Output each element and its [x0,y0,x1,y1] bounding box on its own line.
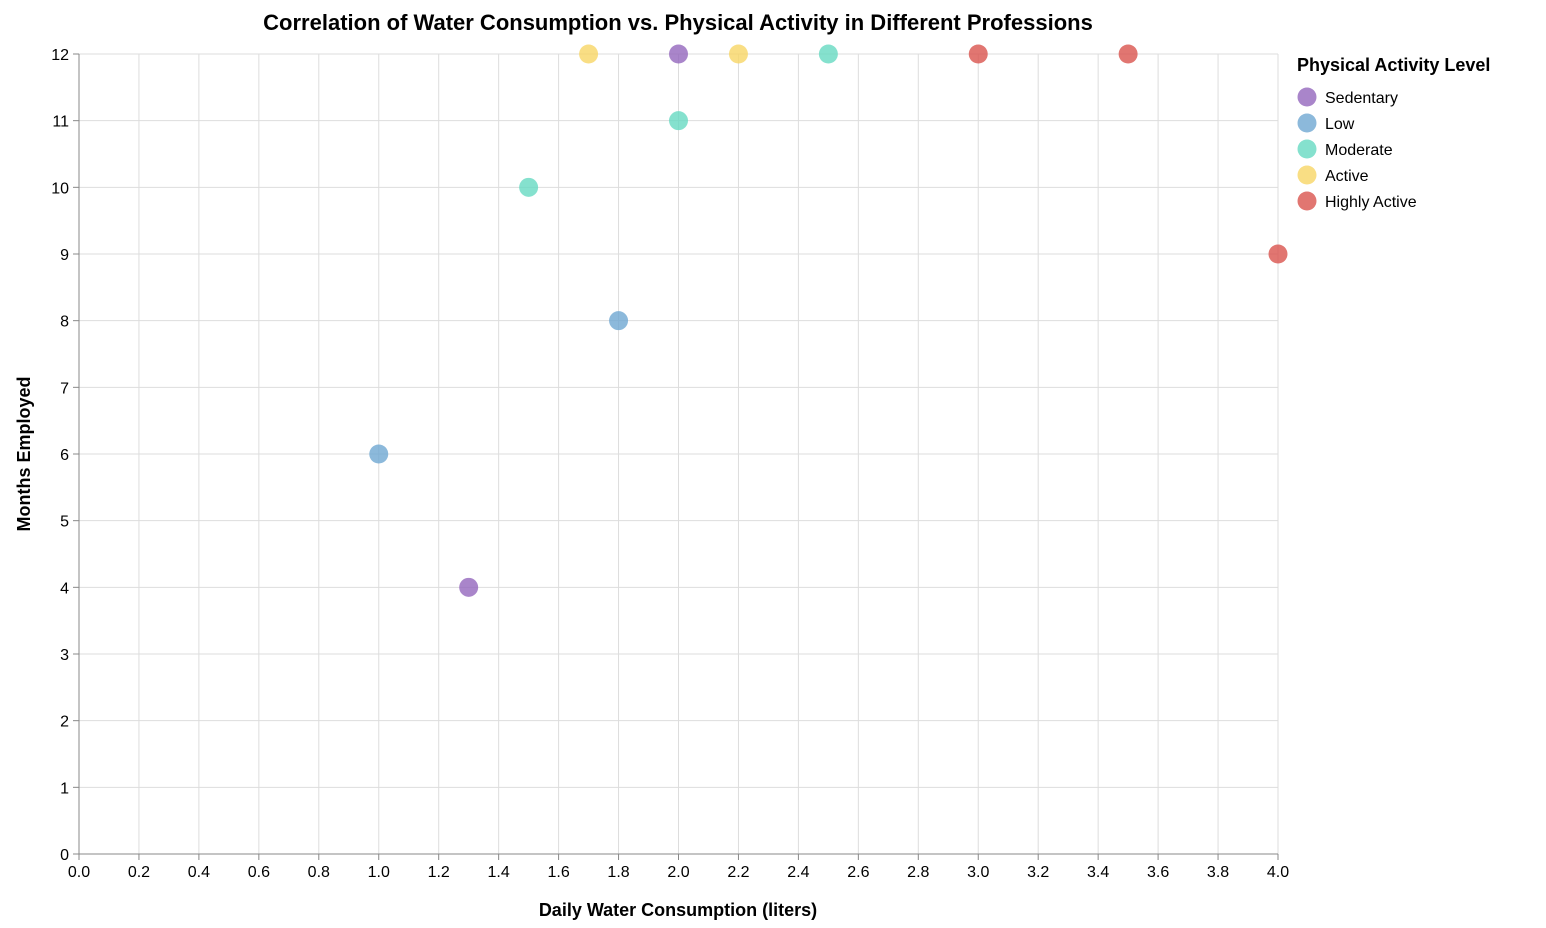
data-points [369,44,1288,597]
grid [78,53,1279,855]
data-point-highly-active [1268,244,1288,264]
legend-symbol [1297,139,1317,159]
x-tick-label: 0.6 [248,864,270,881]
x-tick-label: 0.0 [68,864,90,881]
x-tick-label: 3.0 [967,864,989,881]
x-tick-label: 1.6 [547,864,569,881]
y-tick-label: 3 [60,647,69,664]
y-tick-label: 4 [60,580,69,597]
y-tick-label: 6 [60,447,69,464]
legend: Physical Activity Level Sedentary Low Mode… [1297,55,1490,211]
x-tick-label: 3.4 [1087,864,1109,881]
y-tick-label: 8 [60,314,69,331]
x-tick-label: 2.2 [727,864,749,881]
legend-symbol [1297,87,1317,107]
axes: 0.0 0.2 0.4 0.6 0.8 1.0 1.2 1.4 1.6 1.8 2.0 2.2 2.4 2… [51,47,1289,881]
x-tick-label: 2.6 [847,864,869,881]
legend-title: Physical Activity Level [1297,55,1490,75]
data-point-active [579,44,599,64]
x-tick-label: 0.2 [128,864,150,881]
data-point-moderate [818,44,838,64]
y-axis-title: Months Employed [14,376,34,531]
y-tick-label: 12 [51,47,69,64]
y-tick-label: 5 [60,514,69,531]
x-tick-label: 3.2 [1027,864,1049,881]
legend-symbol [1297,191,1317,211]
legend-label: Active [1325,168,1369,185]
x-tick-label: 1.2 [428,864,450,881]
chart-title: Correlation of Water Consumption vs. Phy… [263,10,1093,35]
x-tick-label: 1.4 [488,864,510,881]
y-tick-label: 9 [60,247,69,264]
data-point-highly-active [1118,44,1138,64]
data-point-active [728,44,748,64]
legend-label: Highly Active [1325,194,1417,211]
data-point-low [609,311,629,331]
legend-symbol [1297,113,1317,133]
legend-label: Sedentary [1325,90,1398,107]
data-point-moderate [519,177,539,197]
x-tick-label: 3.6 [1147,864,1169,881]
data-point-highly-active [968,44,988,64]
y-tick-label: 2 [60,714,69,731]
data-point-sedentary [669,44,688,64]
x-tick-label: 2.8 [907,864,929,881]
y-tick-label: 11 [52,114,69,131]
x-tick-label: 0.4 [188,864,210,881]
y-tick-label: 0 [60,847,69,864]
y-tick-label: 1 [60,780,69,797]
legend-symbol [1297,165,1317,185]
x-tick-label: 4.0 [1267,864,1289,881]
x-tick-label: 0.8 [308,864,330,881]
legend-label: Moderate [1325,142,1393,159]
x-tick-label: 3.8 [1207,864,1229,881]
y-tick-label: 10 [51,180,69,197]
data-point-low [369,444,389,464]
x-tick-label: 1.8 [607,864,629,881]
x-axis-title: Daily Water Consumption (liters) [539,900,817,920]
data-point-moderate [669,111,688,131]
y-tick-label: 7 [60,380,69,397]
data-point-sedentary [459,577,479,597]
x-tick-label: 1.0 [368,864,390,881]
x-tick-label: 2.4 [787,864,809,881]
legend-label: Low [1325,116,1355,133]
x-tick-label: 2.0 [667,864,689,881]
